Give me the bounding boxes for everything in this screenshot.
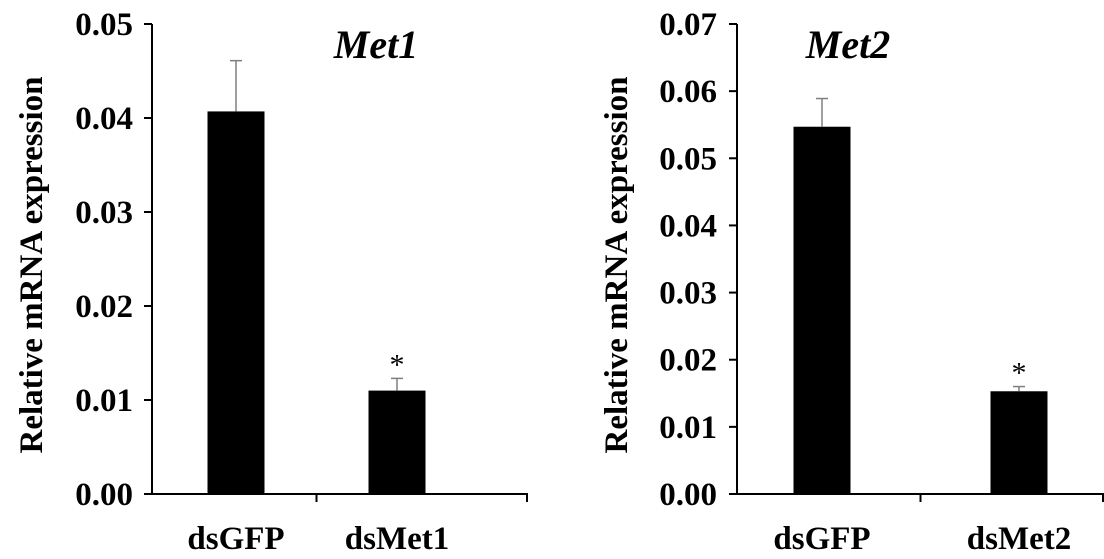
chart-title: Met2: [805, 22, 890, 67]
y-tick-label: 0.04: [659, 208, 717, 244]
category-label: dsGFP: [187, 521, 284, 557]
category-label: dsMet1: [345, 521, 449, 557]
y-tick-label: 0.03: [75, 195, 133, 231]
category-label: dsGFP: [773, 521, 870, 557]
chart-panel-1: 0.00 0.01 0.02 0.03 0.04 0.05 dsGFP * dsMet1 Rela…: [14, 7, 528, 557]
y-tick-label: 0.01: [75, 383, 133, 419]
bar-dsMet2: [990, 391, 1048, 494]
y-tick-label: 0.04: [75, 101, 133, 137]
y-tick-label: 0.00: [75, 477, 133, 513]
y-tick-label: 0.07: [659, 7, 717, 43]
y-axis-title: Relative mRNA expression: [14, 76, 50, 453]
y-tick-label: 0.02: [75, 289, 133, 325]
bar-dsGFP: [207, 111, 265, 495]
y-tick-label: 0.06: [659, 74, 717, 110]
y-tick-label: 0.05: [659, 141, 717, 177]
category-label: dsMet2: [967, 521, 1071, 557]
y-axis-title: Relative mRNA expression: [599, 76, 635, 453]
y-tick-label: 0.01: [659, 410, 717, 446]
y-tick-label: 0.05: [75, 7, 133, 43]
significance-label: *: [390, 348, 405, 381]
chart-title: Met1: [333, 22, 418, 67]
bar-dsGFP: [793, 126, 851, 494]
y-tick-label: 0.02: [659, 343, 717, 379]
y-tick-label: 0.03: [659, 276, 717, 312]
significance-label: *: [1012, 357, 1027, 390]
bar-dsMet1: [368, 390, 426, 494]
chart-panel-2: 0.00 0.01 0.02 0.03 0.04 0.05 0.06 0.07 dsGFP * ds…: [599, 7, 1104, 557]
y-tick-label: 0.00: [659, 477, 717, 513]
